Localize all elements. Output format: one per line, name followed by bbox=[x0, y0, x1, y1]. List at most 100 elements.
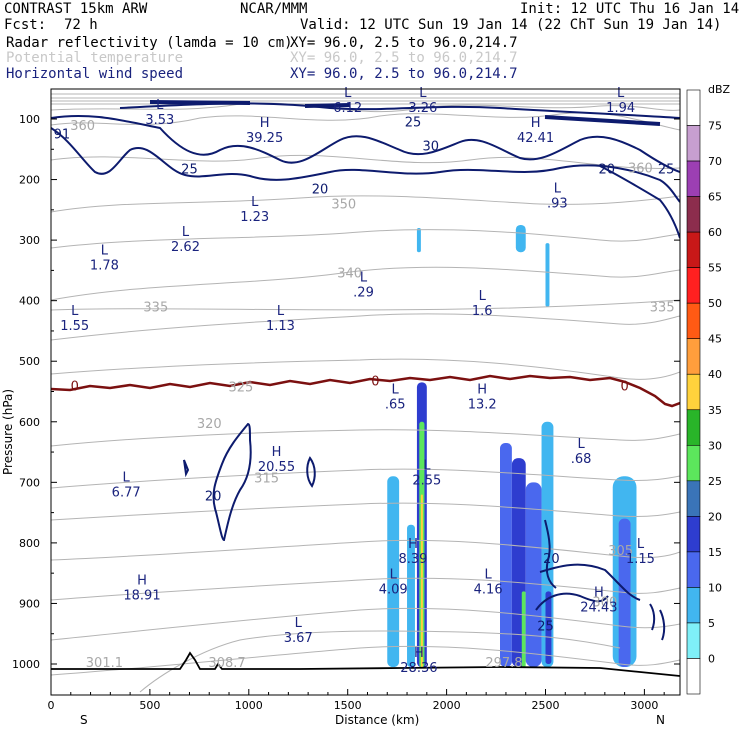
theta-contour bbox=[51, 607, 680, 641]
wind-extremum-value: 1.55 bbox=[60, 319, 89, 334]
wind-contour bbox=[649, 603, 656, 631]
wind-extremum-type: H bbox=[137, 573, 147, 588]
y-tick-label: 600 bbox=[19, 416, 40, 429]
reflectivity-cell bbox=[525, 482, 542, 668]
forecast-hour: 72 h bbox=[64, 17, 98, 33]
theta-contour-label: 325 bbox=[228, 381, 253, 396]
reflectivity-cell bbox=[521, 591, 526, 668]
source-label: NCAR/MMM bbox=[240, 1, 307, 17]
y-tick-label: 1000 bbox=[12, 658, 40, 671]
wind-extrema: L3.53L6.12L3.26L1.94H39.25H42.41L1.23L.9… bbox=[60, 86, 655, 676]
wind-extremum-value: .65 bbox=[385, 398, 406, 413]
wind-contour-label: 30 bbox=[423, 139, 440, 154]
wind-contour-label: 20 bbox=[205, 490, 222, 505]
wind-extremum-value: 2.62 bbox=[171, 240, 200, 255]
wind-extremum-type: L bbox=[390, 567, 398, 582]
wind-extremum-value: 3.53 bbox=[145, 113, 174, 128]
jet-core-contour bbox=[119, 102, 680, 119]
terrain-line bbox=[51, 651, 680, 677]
theta-contour bbox=[51, 299, 680, 311]
theta-contour bbox=[51, 468, 680, 489]
colorbar-bin bbox=[686, 338, 701, 375]
wind-extremum-type: L bbox=[251, 195, 259, 210]
theta-contour bbox=[51, 358, 680, 380]
wind-extremum-type: L bbox=[479, 289, 487, 304]
colorbar-bin bbox=[686, 267, 701, 304]
colorbar-level-label: 0 bbox=[708, 652, 715, 665]
wind-extremum-type: L bbox=[71, 304, 79, 319]
wind-extremum-type: L bbox=[156, 98, 164, 113]
colorbar-bin bbox=[686, 125, 701, 162]
wind-extremum-type: L bbox=[485, 567, 493, 582]
colorbar-unit: dBZ bbox=[708, 83, 731, 96]
colorbar-bin bbox=[686, 622, 701, 659]
wind-extremum-value: 1.23 bbox=[240, 210, 269, 225]
theta-contour-label: 350 bbox=[331, 198, 356, 213]
wind-contour-label: 25 bbox=[537, 620, 554, 635]
wind-contour bbox=[599, 165, 680, 239]
colorbar-level-label: 15 bbox=[708, 546, 722, 559]
zero-isotherm-label: 0 bbox=[71, 379, 79, 394]
theta-contour bbox=[51, 266, 680, 301]
wind-extremum-type: L bbox=[360, 271, 368, 286]
wind-extremum-type: L bbox=[577, 437, 585, 452]
x-tick-label: 1000 bbox=[235, 699, 263, 712]
wind-extremum-value: 6.12 bbox=[333, 101, 362, 116]
wind-extremum-type: H bbox=[272, 445, 282, 460]
field-theta-xy: XY= 96.0, 2.5 to 96.0,214.7 bbox=[290, 50, 518, 66]
wind-extremum-value: .29 bbox=[353, 286, 374, 301]
wind-extremum-value: 42.41 bbox=[517, 131, 554, 146]
colorbar-level-label: 60 bbox=[708, 226, 722, 239]
reflectivity-cell bbox=[515, 224, 526, 253]
wind-contour bbox=[212, 422, 252, 542]
wind-extremum-value: 4.16 bbox=[474, 582, 503, 597]
wind-extremum-value: 28.36 bbox=[400, 661, 437, 676]
wind-extremum-type: L bbox=[554, 182, 562, 197]
wind-extremum-type: L bbox=[423, 458, 431, 473]
wind-contours bbox=[51, 100, 680, 641]
colorbar-bin bbox=[686, 658, 701, 695]
wind-extremum-value: 39.25 bbox=[246, 131, 283, 146]
theta-contour-label: 320 bbox=[197, 417, 222, 432]
theta-contour bbox=[51, 429, 680, 447]
header: CONTRAST 15km ARW Fcst: 72 h NCAR/MMM In… bbox=[4, 1, 739, 82]
wind-extremum-value: 4.09 bbox=[379, 582, 408, 597]
theta-contour-label: 297.8 bbox=[485, 656, 522, 671]
wind-extremum-value: 6.77 bbox=[112, 485, 141, 500]
theta-contour-label: 315 bbox=[254, 471, 279, 486]
zero-isotherm-label: 0 bbox=[620, 379, 628, 394]
theta-contours bbox=[51, 93, 680, 693]
y-axis-label: Pressure (hPa) bbox=[1, 389, 15, 475]
init-time: Init: 12 UTC Thu 16 Jan 14 bbox=[520, 1, 739, 17]
reflectivity-cell bbox=[416, 228, 421, 253]
colorbar-bins bbox=[686, 89, 701, 695]
theta-contour-label: 305 bbox=[608, 544, 633, 559]
wind-extremum-type: H bbox=[260, 116, 270, 131]
theta-contour bbox=[51, 539, 680, 561]
theta-contour bbox=[51, 102, 680, 113]
wind-extremum-value: 13.2 bbox=[468, 398, 497, 413]
wind-extremum-value: 1.13 bbox=[266, 319, 295, 334]
colorbar-bin bbox=[686, 409, 701, 446]
wind-extremum-type: H bbox=[531, 116, 541, 131]
colorbar-bin bbox=[686, 196, 701, 233]
field-wind-name: Horizontal wind speed bbox=[6, 66, 183, 82]
theta-contour-label: 335 bbox=[143, 301, 168, 316]
colorbar-bin bbox=[686, 444, 701, 482]
wind-contour bbox=[659, 609, 666, 641]
colorbar-level-label: 40 bbox=[708, 368, 722, 381]
colorbar-level-label: 55 bbox=[708, 262, 722, 275]
colorbar-level-label: 50 bbox=[708, 297, 722, 310]
x-tick-label: 1500 bbox=[334, 699, 362, 712]
wind-extremum-type: L bbox=[182, 225, 190, 240]
wind-extremum-value: 1.6 bbox=[472, 304, 493, 319]
wind-contour-label: 20 bbox=[543, 552, 560, 567]
theta-contour-label: 300 bbox=[592, 595, 617, 610]
wind-extremum-type: L bbox=[123, 470, 131, 485]
field-reflectivity-name: Radar reflectivity (lamda = 10 cm) bbox=[6, 35, 293, 51]
wind-contour-label: 25 bbox=[181, 163, 198, 178]
